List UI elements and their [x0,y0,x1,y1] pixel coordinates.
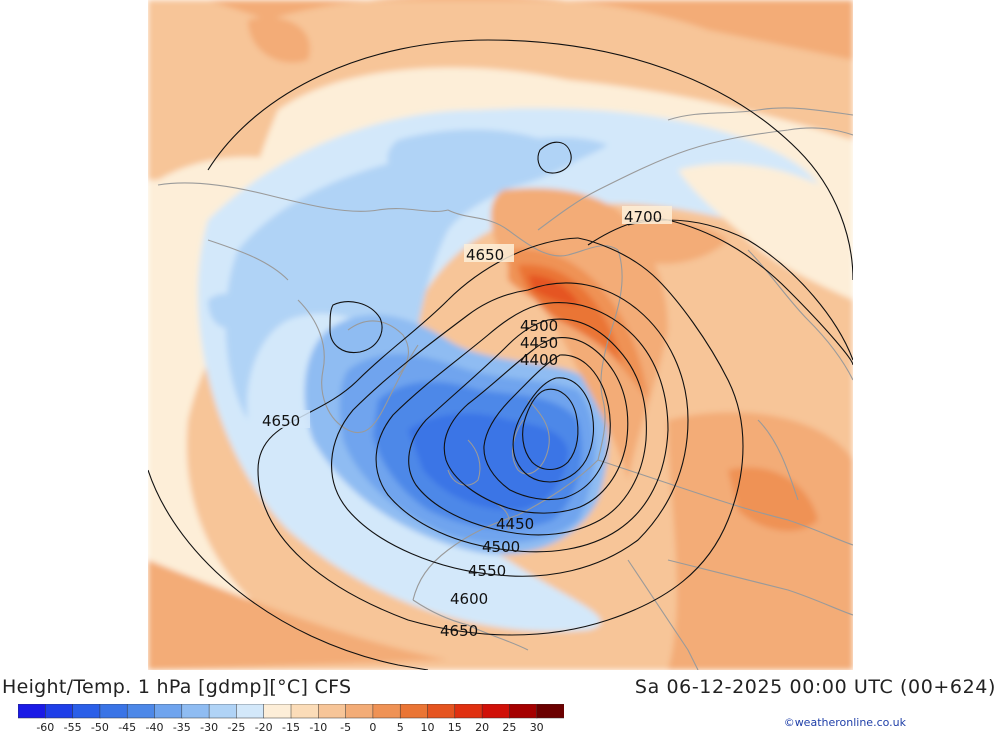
legend-tick-label: -35 [173,721,191,733]
legend-tick-label: -55 [64,721,82,733]
legend-tick-label: -20 [255,721,273,733]
legend-swatch [45,704,74,719]
valid-time: Sa 06-12-2025 00:00 UTC (00+624) [634,676,996,698]
legend-tick-label: -15 [282,721,300,733]
legend-swatch [18,704,46,719]
legend-tick-label: 0 [369,721,376,733]
weather-map: 4700 4650 4500 4450 4400 4650 4450 4500 … [148,0,853,670]
legend-tick-label: 25 [502,721,516,733]
legend-swatch [345,704,374,719]
legend-swatch [399,704,429,719]
contour-label: 4600 [450,590,488,608]
legend-swatch [181,704,210,719]
legend-tick-label: -25 [227,721,245,733]
legend-swatch [318,704,347,719]
legend-swatch [263,704,292,719]
legend-swatch [154,704,183,719]
contour-label: 4550 [468,562,506,580]
color-legend: -60 -55 -50 -45 -40 -35 -30 -25 -20 -15 -10 -5 0 5 10 1… [18,704,564,733]
legend-tick-label: -30 [200,721,218,733]
legend-swatch [208,704,238,719]
legend-swatch [72,704,101,719]
legend-tick-label: -60 [36,721,54,733]
contour-labels: 4700 4650 4500 4450 4400 4650 4450 4500 … [260,206,672,640]
legend-swatch [372,704,401,719]
contour-label: 4450 [496,515,534,533]
legend-swatch [236,704,265,719]
legend-swatch [454,704,483,719]
contour-label: 4450 [520,334,558,352]
legend-swatch [481,704,511,719]
credit-link[interactable]: ©weatheronline.co.uk [783,716,906,729]
contour-label: 4500 [520,317,558,335]
legend-swatch [536,704,564,719]
contour-label: 4650 [262,412,300,430]
legend-swatch [99,704,128,719]
legend-tick-label: 10 [421,721,435,733]
map-title: Height/Temp. 1 hPa [gdmp][°C] CFS [2,676,352,698]
legend-swatch [427,704,456,719]
legend-tick-label: 5 [397,721,404,733]
legend-tick-label: 30 [530,721,544,733]
legend-tick-label: -10 [309,721,327,733]
legend-swatch [509,704,538,719]
contour-label: 4700 [624,208,662,226]
legend-tick-label: 20 [475,721,489,733]
legend-swatch [290,704,319,719]
legend-tick-label: -45 [118,721,136,733]
contour-label: 4400 [520,351,558,369]
legend-tick-label: -50 [91,721,109,733]
legend-swatch [126,704,156,719]
legend-tick-label: 15 [448,721,462,733]
contour-label: 4500 [482,538,520,556]
contour-label: 4650 [440,622,478,640]
legend-tick-label: -40 [146,721,164,733]
legend-tick-label: -5 [340,721,351,733]
contour-label: 4650 [466,246,504,264]
